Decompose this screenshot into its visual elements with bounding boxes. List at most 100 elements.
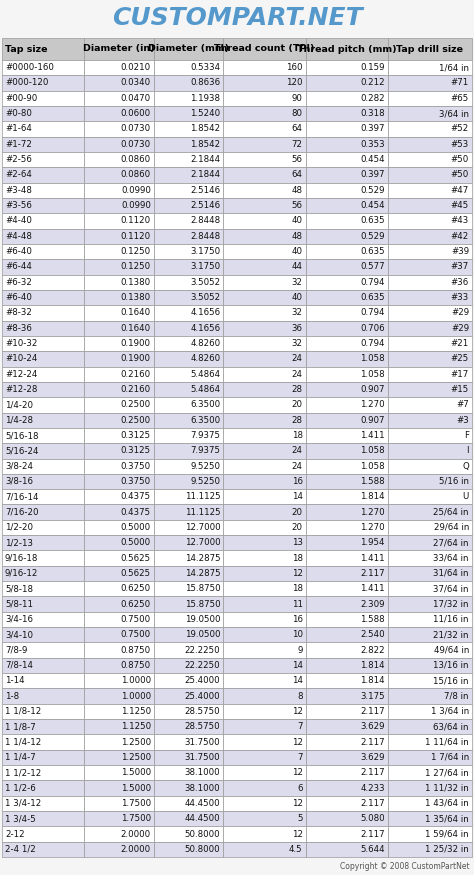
Text: 49/64 in: 49/64 in <box>434 646 469 654</box>
Bar <box>223 275 306 290</box>
Text: 0.529: 0.529 <box>360 186 385 195</box>
Bar <box>154 290 223 305</box>
Text: 0.5334: 0.5334 <box>190 63 220 72</box>
Text: 3/4-16: 3/4-16 <box>5 615 33 624</box>
Bar <box>154 106 223 122</box>
Text: 2.117: 2.117 <box>360 707 385 716</box>
Bar <box>388 351 472 367</box>
Text: 0.1900: 0.1900 <box>121 339 151 348</box>
Bar <box>306 428 388 443</box>
Text: 2.8448: 2.8448 <box>190 216 220 226</box>
Bar <box>388 826 472 842</box>
Text: #42: #42 <box>451 232 469 241</box>
Text: 0.635: 0.635 <box>360 247 385 256</box>
Text: 5.4864: 5.4864 <box>190 370 220 379</box>
Text: 48: 48 <box>292 186 302 195</box>
Text: 12: 12 <box>292 768 302 777</box>
Bar <box>223 597 306 612</box>
Text: 28: 28 <box>292 416 302 424</box>
Bar <box>154 536 223 550</box>
Text: 0.0990: 0.0990 <box>121 201 151 210</box>
Text: 24: 24 <box>292 462 302 471</box>
Text: 0.397: 0.397 <box>360 124 385 134</box>
Text: #36: #36 <box>451 277 469 287</box>
Bar <box>388 536 472 550</box>
Bar <box>306 320 388 336</box>
Bar <box>2 428 84 443</box>
Bar <box>388 489 472 505</box>
Text: Copyright © 2008 CustomPartNet: Copyright © 2008 CustomPartNet <box>340 862 470 871</box>
Bar <box>388 581 472 597</box>
Text: #6-40: #6-40 <box>5 247 32 256</box>
Bar <box>223 734 306 750</box>
Text: #43: #43 <box>451 216 469 226</box>
Bar <box>84 811 154 826</box>
Text: 28.5750: 28.5750 <box>185 707 220 716</box>
Text: 4.1656: 4.1656 <box>190 308 220 318</box>
Bar <box>306 367 388 382</box>
Text: #29: #29 <box>451 324 469 332</box>
Bar <box>2 842 84 857</box>
Text: 6.3500: 6.3500 <box>190 416 220 424</box>
Text: 12: 12 <box>292 569 302 578</box>
Text: 16: 16 <box>292 615 302 624</box>
Text: 0.0470: 0.0470 <box>121 94 151 103</box>
Bar <box>84 658 154 673</box>
Bar <box>2 550 84 566</box>
Text: 1.1250: 1.1250 <box>121 707 151 716</box>
Text: 0.5000: 0.5000 <box>121 538 151 547</box>
Text: 1.5000: 1.5000 <box>121 768 151 777</box>
Text: 0.0340: 0.0340 <box>121 79 151 88</box>
Text: 1.411: 1.411 <box>360 584 385 593</box>
Text: 4.8260: 4.8260 <box>190 339 220 348</box>
Bar <box>388 842 472 857</box>
Bar <box>306 826 388 842</box>
Bar <box>154 60 223 75</box>
Bar <box>223 290 306 305</box>
Text: 4.5: 4.5 <box>289 845 302 854</box>
Bar <box>306 689 388 704</box>
Bar <box>2 38 84 60</box>
Text: 56: 56 <box>292 201 302 210</box>
Bar <box>223 658 306 673</box>
Text: #29: #29 <box>451 308 469 318</box>
Bar <box>388 642 472 658</box>
Bar <box>84 719 154 734</box>
Bar <box>84 60 154 75</box>
Text: 0.4375: 0.4375 <box>121 493 151 501</box>
Bar <box>84 750 154 765</box>
Bar <box>306 382 388 397</box>
Text: 0.907: 0.907 <box>360 385 385 394</box>
Bar <box>388 122 472 136</box>
Bar <box>388 474 472 489</box>
Bar <box>84 336 154 351</box>
Bar <box>84 458 154 474</box>
Text: 50.8000: 50.8000 <box>185 830 220 838</box>
Text: 0.1250: 0.1250 <box>121 247 151 256</box>
Bar <box>2 750 84 765</box>
Bar <box>84 244 154 259</box>
Text: 36: 36 <box>292 324 302 332</box>
Text: #71: #71 <box>451 79 469 88</box>
Bar <box>306 136 388 152</box>
Bar <box>84 842 154 857</box>
Bar <box>388 228 472 244</box>
Text: 0.8750: 0.8750 <box>121 646 151 654</box>
Text: 7/8-9: 7/8-9 <box>5 646 27 654</box>
Bar <box>2 505 84 520</box>
Bar <box>306 474 388 489</box>
Bar <box>2 734 84 750</box>
Text: 0.0210: 0.0210 <box>121 63 151 72</box>
Text: 0.3750: 0.3750 <box>121 462 151 471</box>
Bar <box>306 795 388 811</box>
Bar <box>388 412 472 428</box>
Text: 1 1/4-12: 1 1/4-12 <box>5 738 41 746</box>
Text: #25: #25 <box>451 354 469 363</box>
Bar <box>388 38 472 60</box>
Text: 3/8-24: 3/8-24 <box>5 462 33 471</box>
Bar <box>306 214 388 228</box>
Text: 9.5250: 9.5250 <box>191 462 220 471</box>
Text: 2.0000: 2.0000 <box>121 830 151 838</box>
Text: 44.4500: 44.4500 <box>185 814 220 823</box>
Text: #6-44: #6-44 <box>5 262 32 271</box>
